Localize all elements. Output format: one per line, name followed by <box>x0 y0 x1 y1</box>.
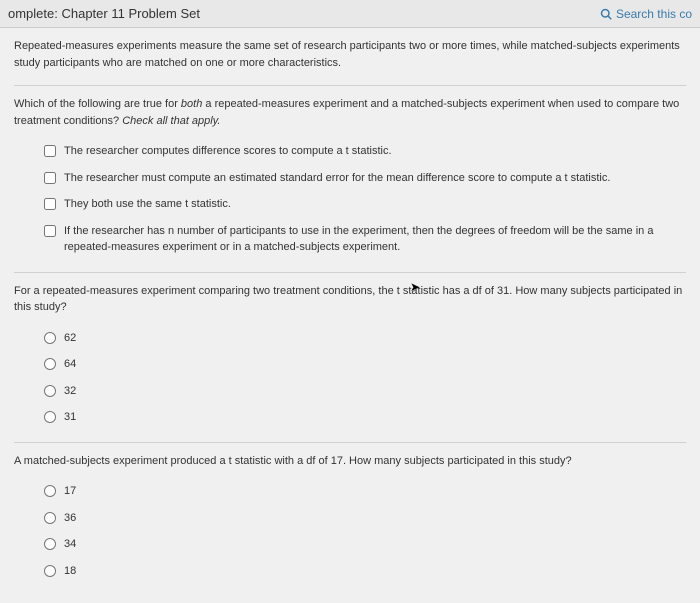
q1-option-label: They both use the same t statistic. <box>64 196 231 213</box>
question-1: Which of the following are true for both… <box>14 96 686 262</box>
q1-prompt-part1: Which of the following are true for <box>14 98 181 110</box>
q2-radio-1[interactable] <box>44 358 56 370</box>
search-label: Search this co <box>616 7 692 21</box>
divider <box>14 272 686 273</box>
q2-option-row: 32 <box>44 383 686 400</box>
q3-option-label: 17 <box>64 483 76 500</box>
q1-option-row: The researcher computes difference score… <box>44 143 686 160</box>
q2-option-label: 64 <box>64 356 76 373</box>
q1-prompt-emph: both <box>181 98 202 110</box>
q3-option-row: 36 <box>44 510 686 527</box>
q1-checkbox-2[interactable] <box>44 198 56 210</box>
q1-checkbox-1[interactable] <box>44 172 56 184</box>
content-area: Repeated-measures experiments measure th… <box>0 27 700 603</box>
q2-option-row: 64 <box>44 356 686 373</box>
q1-hint: Check all that apply. <box>122 115 220 127</box>
q1-options: The researcher computes difference score… <box>14 133 686 262</box>
q2-option-label: 32 <box>64 383 76 400</box>
q2-option-label: 62 <box>64 330 76 347</box>
q1-option-label: If the researcher has n number of partic… <box>64 223 686 256</box>
q1-option-row: They both use the same t statistic. <box>44 196 686 213</box>
q3-prompt: A matched-subjects experiment produced a… <box>14 453 686 470</box>
q3-option-row: 17 <box>44 483 686 500</box>
q2-option-label: 31 <box>64 409 76 426</box>
q3-option-row: 18 <box>44 563 686 580</box>
search-icon <box>600 8 612 20</box>
intro-text: Repeated-measures experiments measure th… <box>14 38 686 71</box>
q1-prompt: Which of the following are true for both… <box>14 96 686 129</box>
divider <box>14 442 686 443</box>
q3-radio-2[interactable] <box>44 538 56 550</box>
q2-radio-0[interactable] <box>44 332 56 344</box>
q2-radio-2[interactable] <box>44 385 56 397</box>
top-bar: omplete: Chapter 11 Problem Set Search t… <box>0 0 700 27</box>
q1-option-label: The researcher must compute an estimated… <box>64 170 610 187</box>
q3-option-label: 18 <box>64 563 76 580</box>
q2-radio-3[interactable] <box>44 411 56 423</box>
q3-option-row: 34 <box>44 536 686 553</box>
q2-option-row: 62 <box>44 330 686 347</box>
question-3: A matched-subjects experiment produced a… <box>14 453 686 586</box>
search-link[interactable]: Search this co <box>600 7 692 21</box>
q1-option-row: The researcher must compute an estimated… <box>44 170 686 187</box>
q3-radio-3[interactable] <box>44 565 56 577</box>
q3-option-label: 34 <box>64 536 76 553</box>
q2-options: 62 64 32 31 <box>14 320 686 432</box>
q1-checkbox-0[interactable] <box>44 145 56 157</box>
q3-radio-1[interactable] <box>44 512 56 524</box>
q1-option-label: The researcher computes difference score… <box>64 143 392 160</box>
divider <box>14 85 686 86</box>
q3-option-label: 36 <box>64 510 76 527</box>
q3-options: 17 36 34 18 <box>14 473 686 585</box>
question-2: For a repeated-measures experiment compa… <box>14 283 686 432</box>
q3-radio-0[interactable] <box>44 485 56 497</box>
q2-prompt: For a repeated-measures experiment compa… <box>14 283 686 316</box>
q2-option-row: 31 <box>44 409 686 426</box>
page-title: omplete: Chapter 11 Problem Set <box>8 6 200 21</box>
q1-checkbox-3[interactable] <box>44 225 56 237</box>
q1-option-row: If the researcher has n number of partic… <box>44 223 686 256</box>
